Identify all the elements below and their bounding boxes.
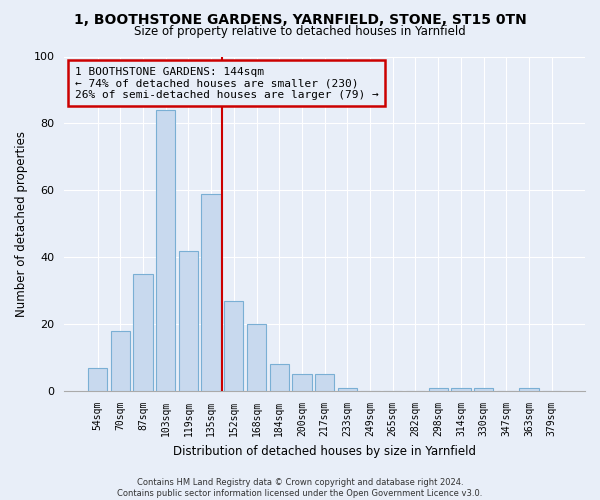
Bar (520, 388, 539, 391)
Bar (202, 194, 221, 391)
Bar (269, 364, 289, 391)
Bar (247, 324, 266, 391)
Bar (133, 274, 152, 391)
Bar (292, 374, 311, 391)
Text: Contains HM Land Registry data © Crown copyright and database right 2024.
Contai: Contains HM Land Registry data © Crown c… (118, 478, 482, 498)
Text: 1, BOOTHSTONE GARDENS, YARNFIELD, STONE, ST15 0TN: 1, BOOTHSTONE GARDENS, YARNFIELD, STONE,… (74, 12, 526, 26)
Bar (451, 388, 470, 391)
Bar (474, 388, 493, 391)
X-axis label: Distribution of detached houses by size in Yarnfield: Distribution of detached houses by size … (173, 444, 476, 458)
Bar (156, 110, 175, 391)
Y-axis label: Number of detached properties: Number of detached properties (15, 131, 28, 317)
Bar (224, 301, 244, 391)
Text: 1 BOOTHSTONE GARDENS: 144sqm
← 74% of detached houses are smaller (230)
26% of s: 1 BOOTHSTONE GARDENS: 144sqm ← 74% of de… (74, 66, 379, 100)
Bar (88, 368, 107, 391)
Text: Size of property relative to detached houses in Yarnfield: Size of property relative to detached ho… (134, 25, 466, 38)
Bar (110, 331, 130, 391)
Bar (179, 250, 198, 391)
Bar (315, 374, 334, 391)
Bar (428, 388, 448, 391)
Bar (338, 388, 357, 391)
